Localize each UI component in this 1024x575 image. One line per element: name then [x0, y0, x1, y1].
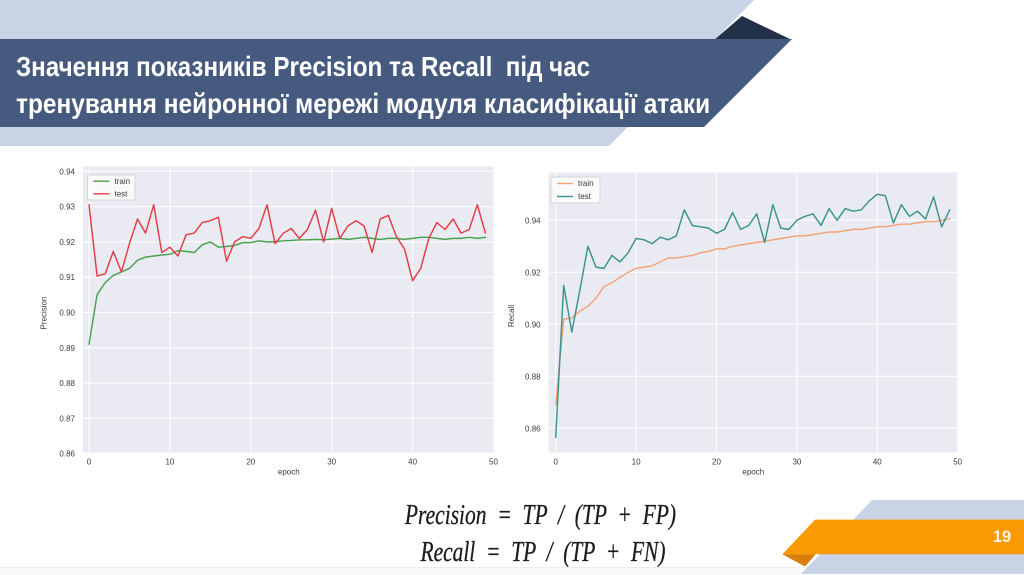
svg-text:0.86: 0.86: [525, 424, 541, 433]
svg-text:0.89: 0.89: [59, 344, 75, 353]
svg-text:0.88: 0.88: [525, 372, 541, 381]
svg-text:0.92: 0.92: [525, 268, 541, 277]
svg-text:Recall: Recall: [507, 305, 516, 327]
svg-text:10: 10: [165, 458, 174, 467]
svg-text:40: 40: [873, 458, 882, 467]
svg-text:test: test: [578, 192, 592, 201]
svg-text:40: 40: [408, 458, 417, 467]
svg-text:epoch: epoch: [742, 468, 764, 477]
svg-text:0.88: 0.88: [59, 379, 75, 388]
svg-text:0.93: 0.93: [59, 203, 75, 212]
svg-text:epoch: epoch: [278, 468, 300, 477]
svg-text:0: 0: [553, 458, 558, 467]
svg-text:0.91: 0.91: [59, 273, 75, 282]
svg-text:20: 20: [712, 458, 721, 467]
svg-text:50: 50: [489, 458, 498, 467]
svg-text:train: train: [115, 177, 131, 186]
svg-text:30: 30: [792, 458, 801, 467]
svg-text:0: 0: [87, 458, 92, 467]
svg-text:0.90: 0.90: [525, 320, 541, 329]
svg-text:10: 10: [632, 458, 641, 467]
svg-text:20: 20: [246, 458, 255, 467]
svg-text:50: 50: [953, 458, 962, 467]
svg-text:test: test: [115, 189, 129, 198]
svg-text:0.94: 0.94: [525, 216, 541, 225]
svg-text:0.86: 0.86: [59, 450, 75, 459]
svg-text:0.87: 0.87: [59, 414, 75, 423]
svg-text:Precision: Precision: [40, 297, 49, 330]
svg-text:0.94: 0.94: [59, 167, 75, 176]
svg-text:30: 30: [327, 458, 336, 467]
svg-text:train: train: [578, 179, 594, 188]
svg-text:0.92: 0.92: [59, 238, 75, 247]
svg-text:0.90: 0.90: [59, 309, 75, 318]
